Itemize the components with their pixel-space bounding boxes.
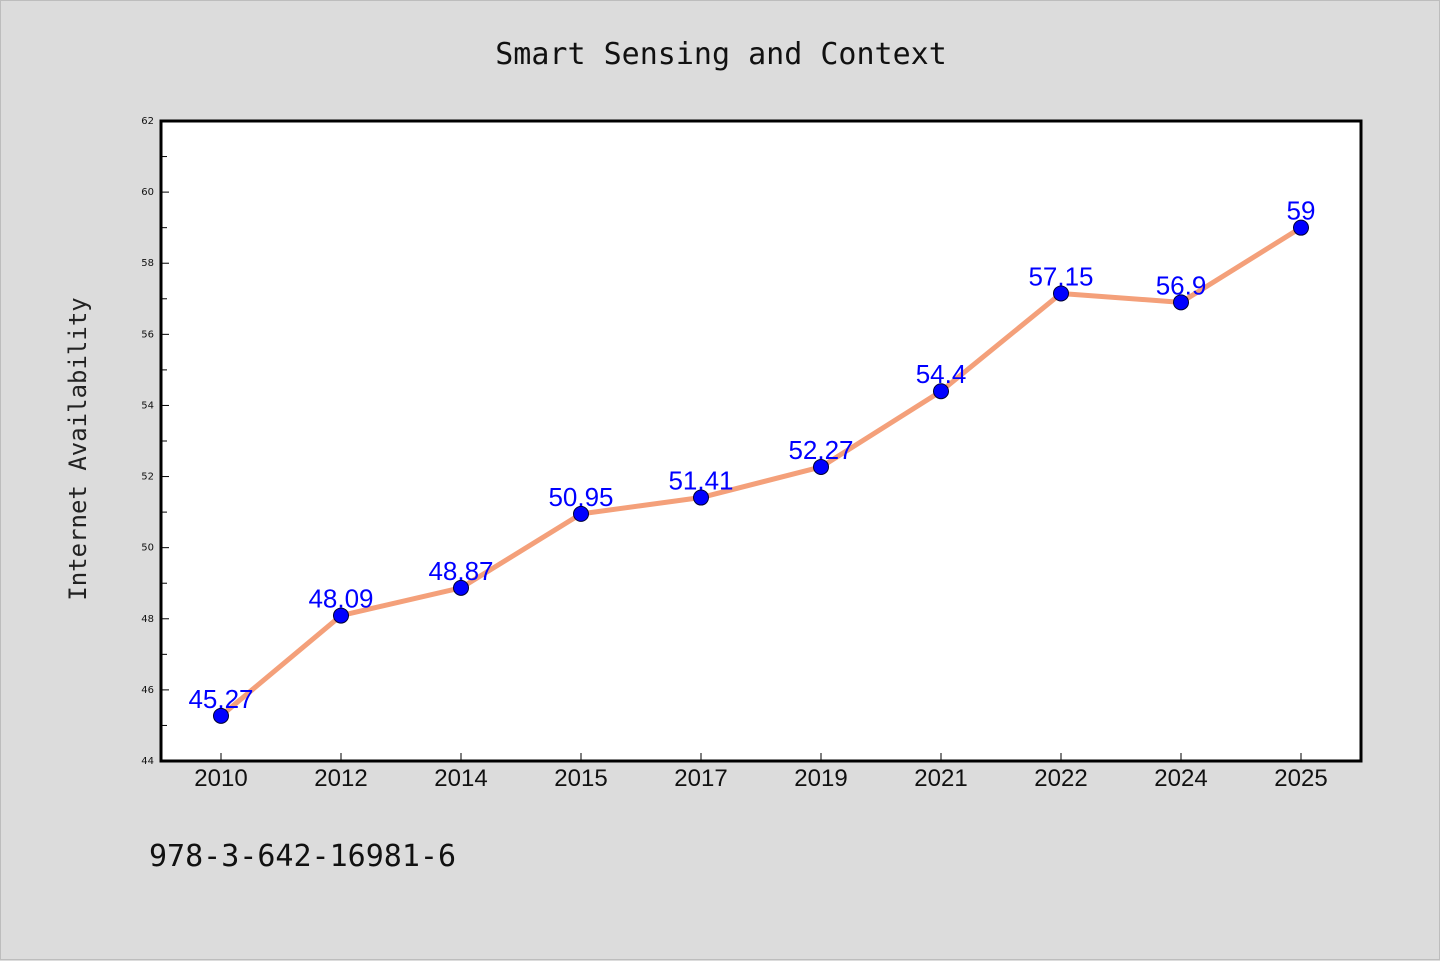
- y-tick-label: 50: [141, 543, 154, 554]
- x-tick-label: 2025: [1274, 765, 1327, 792]
- data-label: 48.09: [308, 584, 373, 614]
- y-tick-label: 60: [141, 187, 154, 198]
- x-tick-label: 2014: [434, 765, 487, 792]
- x-tick-label: 2012: [314, 765, 367, 792]
- y-tick-label: 58: [141, 258, 154, 269]
- y-tick-label: 46: [141, 685, 154, 696]
- data-label: 52.27: [788, 435, 853, 465]
- x-tick-label: 2015: [554, 765, 607, 792]
- data-label: 50.95: [548, 482, 613, 512]
- x-axis-ticks: 2010 2012 2014 2015 2017 2019 2021 2022 2024 2025: [194, 753, 1328, 792]
- x-tick-label: 2010: [194, 765, 247, 792]
- data-point-marker: [453, 579, 469, 596]
- data-point-marker: [933, 383, 949, 400]
- data-labels-group: 45.27 48.09 48.87 50.95 51.41 52.27 54.4 57.15 5…: [188, 196, 1315, 714]
- data-point-marker: [333, 607, 349, 624]
- y-tick-label: 48: [141, 614, 154, 625]
- data-label: 45.27: [188, 684, 253, 714]
- y-axis-ticks: 44 46 48 50 52 54 56 58 60 62: [141, 116, 169, 767]
- data-point-marker: [693, 489, 709, 506]
- series-line: [218, 225, 1304, 719]
- data-label: 59: [1287, 196, 1316, 226]
- footer-isbn: 978-3-642-16981-6: [149, 839, 456, 874]
- data-label: 57.15: [1028, 261, 1093, 291]
- x-tick-label: 2017: [674, 765, 727, 792]
- x-tick-label: 2024: [1154, 765, 1207, 792]
- chart-title: Smart Sensing and Context: [495, 37, 947, 72]
- data-point-marker: [1053, 285, 1069, 302]
- x-tick-label: 2021: [914, 765, 967, 792]
- data-label: 54.4: [916, 359, 967, 389]
- data-point-marker: [573, 505, 589, 522]
- data-point-marker: [813, 458, 829, 475]
- series-group: [213, 219, 1309, 724]
- data-point-marker: [1293, 219, 1309, 236]
- data-label: 51.41: [668, 466, 733, 496]
- x-tick-label: 2022: [1034, 765, 1087, 792]
- y-tick-label: 52: [141, 472, 154, 483]
- y-tick-label: 62: [141, 116, 154, 127]
- data-label: 56.9: [1156, 270, 1207, 300]
- y-tick-label: 56: [141, 329, 154, 340]
- y-tick-label: 54: [141, 400, 154, 411]
- y-axis-label: Internet Availability: [64, 297, 92, 600]
- data-label: 48.87: [428, 556, 493, 586]
- data-point-marker: [213, 707, 229, 724]
- plot-area: [159, 119, 1363, 763]
- x-tick-label: 2019: [794, 765, 847, 792]
- data-point-marker: [1173, 294, 1189, 311]
- y-tick-label: 44: [141, 756, 154, 767]
